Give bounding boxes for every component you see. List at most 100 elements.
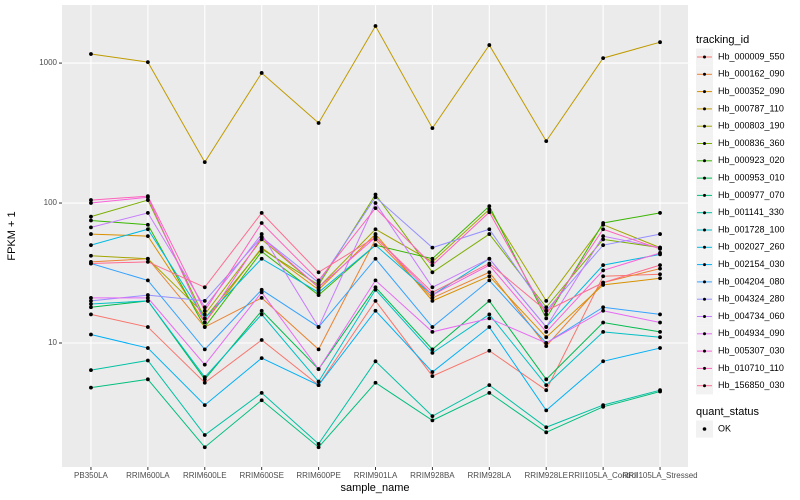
data-point — [373, 308, 378, 313]
data-point — [89, 243, 93, 248]
data-point — [202, 403, 207, 407]
data-point — [373, 206, 378, 211]
data-point — [259, 338, 264, 342]
data-point — [544, 383, 549, 388]
y-tick-label: 100 — [44, 198, 58, 207]
data-point — [202, 298, 207, 303]
data-point — [202, 380, 207, 385]
legend-label: Hb_000923_020 — [718, 155, 785, 165]
data-point — [259, 390, 264, 395]
legend-label: Hb_000953_010 — [718, 172, 785, 182]
legend-label: Hb_000787_110 — [718, 103, 784, 113]
data-point — [145, 325, 150, 329]
data-point — [487, 207, 492, 212]
data-point — [544, 312, 549, 317]
legend-dot — [703, 349, 706, 353]
data-point — [202, 445, 207, 450]
data-point — [145, 278, 150, 283]
data-point — [89, 253, 93, 258]
data-point — [373, 235, 378, 240]
data-point — [259, 71, 264, 75]
data-point — [487, 348, 492, 353]
data-point — [487, 270, 492, 275]
data-point — [601, 280, 606, 285]
data-point — [145, 227, 150, 232]
data-point — [601, 243, 606, 248]
data-point — [487, 278, 492, 283]
legend-dot — [703, 72, 706, 76]
data-point — [601, 221, 606, 225]
data-point — [89, 198, 93, 202]
data-point — [316, 285, 321, 290]
legend-label: Hb_000009_550 — [718, 51, 785, 61]
data-point — [601, 320, 606, 325]
data-point — [658, 335, 662, 340]
data-point — [430, 414, 435, 419]
data-point — [658, 276, 662, 281]
data-point — [373, 243, 378, 248]
data-point — [601, 237, 606, 242]
data-point — [373, 380, 378, 385]
data-point — [202, 320, 207, 325]
y-axis-title: FPKM + 1 — [6, 211, 18, 260]
data-point — [259, 221, 264, 225]
x-tick-label: PB350LA — [74, 471, 108, 480]
x-tick-label: RRII105LA_Control — [568, 471, 638, 480]
data-point — [544, 305, 549, 310]
legend-dot — [703, 193, 706, 197]
data-point — [316, 290, 321, 295]
data-point — [430, 350, 435, 355]
data-point — [373, 192, 378, 197]
data-point — [487, 325, 492, 329]
data-point — [487, 390, 492, 395]
data-point — [259, 312, 264, 317]
data-point — [202, 316, 207, 321]
x-tick-label: RRIM600LE — [183, 471, 227, 480]
data-point — [202, 347, 207, 352]
data-point — [373, 359, 378, 364]
data-point — [544, 425, 549, 430]
data-point — [259, 290, 264, 295]
data-point — [259, 232, 264, 236]
legend-dot — [702, 427, 707, 431]
legend-label: Hb_002027_260 — [718, 242, 785, 252]
data-point — [373, 201, 378, 205]
data-point — [430, 285, 435, 290]
data-point — [145, 358, 150, 363]
legend-label: OK — [718, 423, 731, 433]
data-point — [89, 214, 93, 219]
legend-dot — [703, 228, 706, 232]
data-point — [487, 210, 492, 215]
data-point — [373, 24, 378, 28]
data-point — [658, 312, 662, 317]
legend-label: Hb_004734_060 — [718, 311, 785, 321]
legend-label: Hb_004204_080 — [718, 276, 785, 286]
data-point — [202, 160, 207, 165]
legend-label: Hb_004324_280 — [718, 294, 785, 304]
legend-dot — [703, 159, 706, 163]
data-point — [316, 278, 321, 283]
data-point — [373, 256, 378, 261]
data-point — [89, 302, 93, 306]
data-point — [601, 359, 606, 364]
data-point — [202, 308, 207, 313]
data-point — [202, 312, 207, 317]
data-point — [430, 126, 435, 131]
data-point — [316, 367, 321, 372]
data-point — [373, 287, 378, 292]
data-point — [658, 346, 662, 350]
data-point — [259, 211, 264, 215]
data-point — [145, 377, 150, 382]
legend-title: quant_status — [696, 406, 759, 418]
data-point — [544, 330, 549, 334]
data-point — [544, 325, 549, 329]
data-point — [373, 232, 378, 236]
data-point — [259, 249, 264, 254]
legend-title: tracking_id — [696, 34, 749, 46]
legend-label: Hb_000803_190 — [718, 121, 785, 131]
data-point — [259, 356, 264, 360]
legend-dot — [703, 176, 706, 180]
data-point — [544, 344, 549, 349]
data-point — [373, 278, 378, 283]
